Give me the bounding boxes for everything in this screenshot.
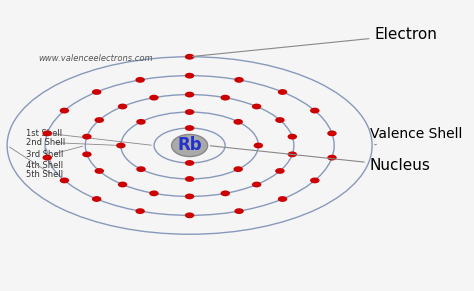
Circle shape (185, 212, 194, 218)
Circle shape (82, 134, 91, 140)
Circle shape (43, 130, 52, 136)
Text: Valence Shell: Valence Shell (370, 127, 462, 145)
Circle shape (220, 190, 230, 196)
Circle shape (118, 182, 128, 187)
Circle shape (327, 155, 337, 161)
Circle shape (43, 155, 52, 161)
Circle shape (94, 168, 104, 174)
Circle shape (185, 176, 194, 182)
Circle shape (118, 104, 128, 109)
Circle shape (278, 89, 287, 95)
Text: 3rd Shell: 3rd Shell (26, 150, 64, 159)
Circle shape (288, 134, 297, 140)
Circle shape (136, 208, 145, 214)
Circle shape (60, 108, 69, 113)
Circle shape (185, 73, 194, 79)
Text: 2nd Shell: 2nd Shell (26, 138, 65, 147)
Circle shape (254, 143, 263, 148)
Text: Rb: Rb (177, 136, 202, 155)
Circle shape (234, 77, 244, 83)
Text: Nucleus: Nucleus (210, 146, 430, 173)
Circle shape (275, 117, 285, 123)
Circle shape (234, 208, 244, 214)
Text: www.valenceelectrons.com: www.valenceelectrons.com (38, 54, 153, 63)
Circle shape (185, 125, 194, 131)
Circle shape (94, 117, 104, 123)
Text: 5th Shell: 5th Shell (26, 170, 63, 179)
Text: 1st Shell: 1st Shell (26, 129, 62, 138)
Circle shape (185, 194, 194, 199)
Circle shape (234, 119, 243, 125)
Circle shape (310, 108, 319, 113)
Circle shape (92, 196, 101, 202)
Circle shape (185, 54, 194, 60)
Circle shape (310, 178, 319, 183)
Circle shape (234, 166, 243, 172)
Circle shape (172, 134, 208, 157)
Circle shape (149, 95, 159, 101)
Circle shape (185, 109, 194, 115)
Circle shape (149, 190, 159, 196)
Circle shape (327, 130, 337, 136)
Circle shape (252, 182, 261, 187)
Circle shape (136, 119, 146, 125)
Text: Electron: Electron (192, 27, 438, 56)
Circle shape (136, 77, 145, 83)
Circle shape (92, 89, 101, 95)
Circle shape (116, 143, 126, 148)
Text: 4th Shell: 4th Shell (26, 162, 63, 170)
Circle shape (82, 151, 91, 157)
Circle shape (252, 104, 261, 109)
Circle shape (185, 92, 194, 97)
Circle shape (278, 196, 287, 202)
Circle shape (185, 160, 194, 166)
Circle shape (275, 168, 285, 174)
Circle shape (288, 151, 297, 157)
Circle shape (136, 166, 146, 172)
Circle shape (220, 95, 230, 101)
Circle shape (60, 178, 69, 183)
